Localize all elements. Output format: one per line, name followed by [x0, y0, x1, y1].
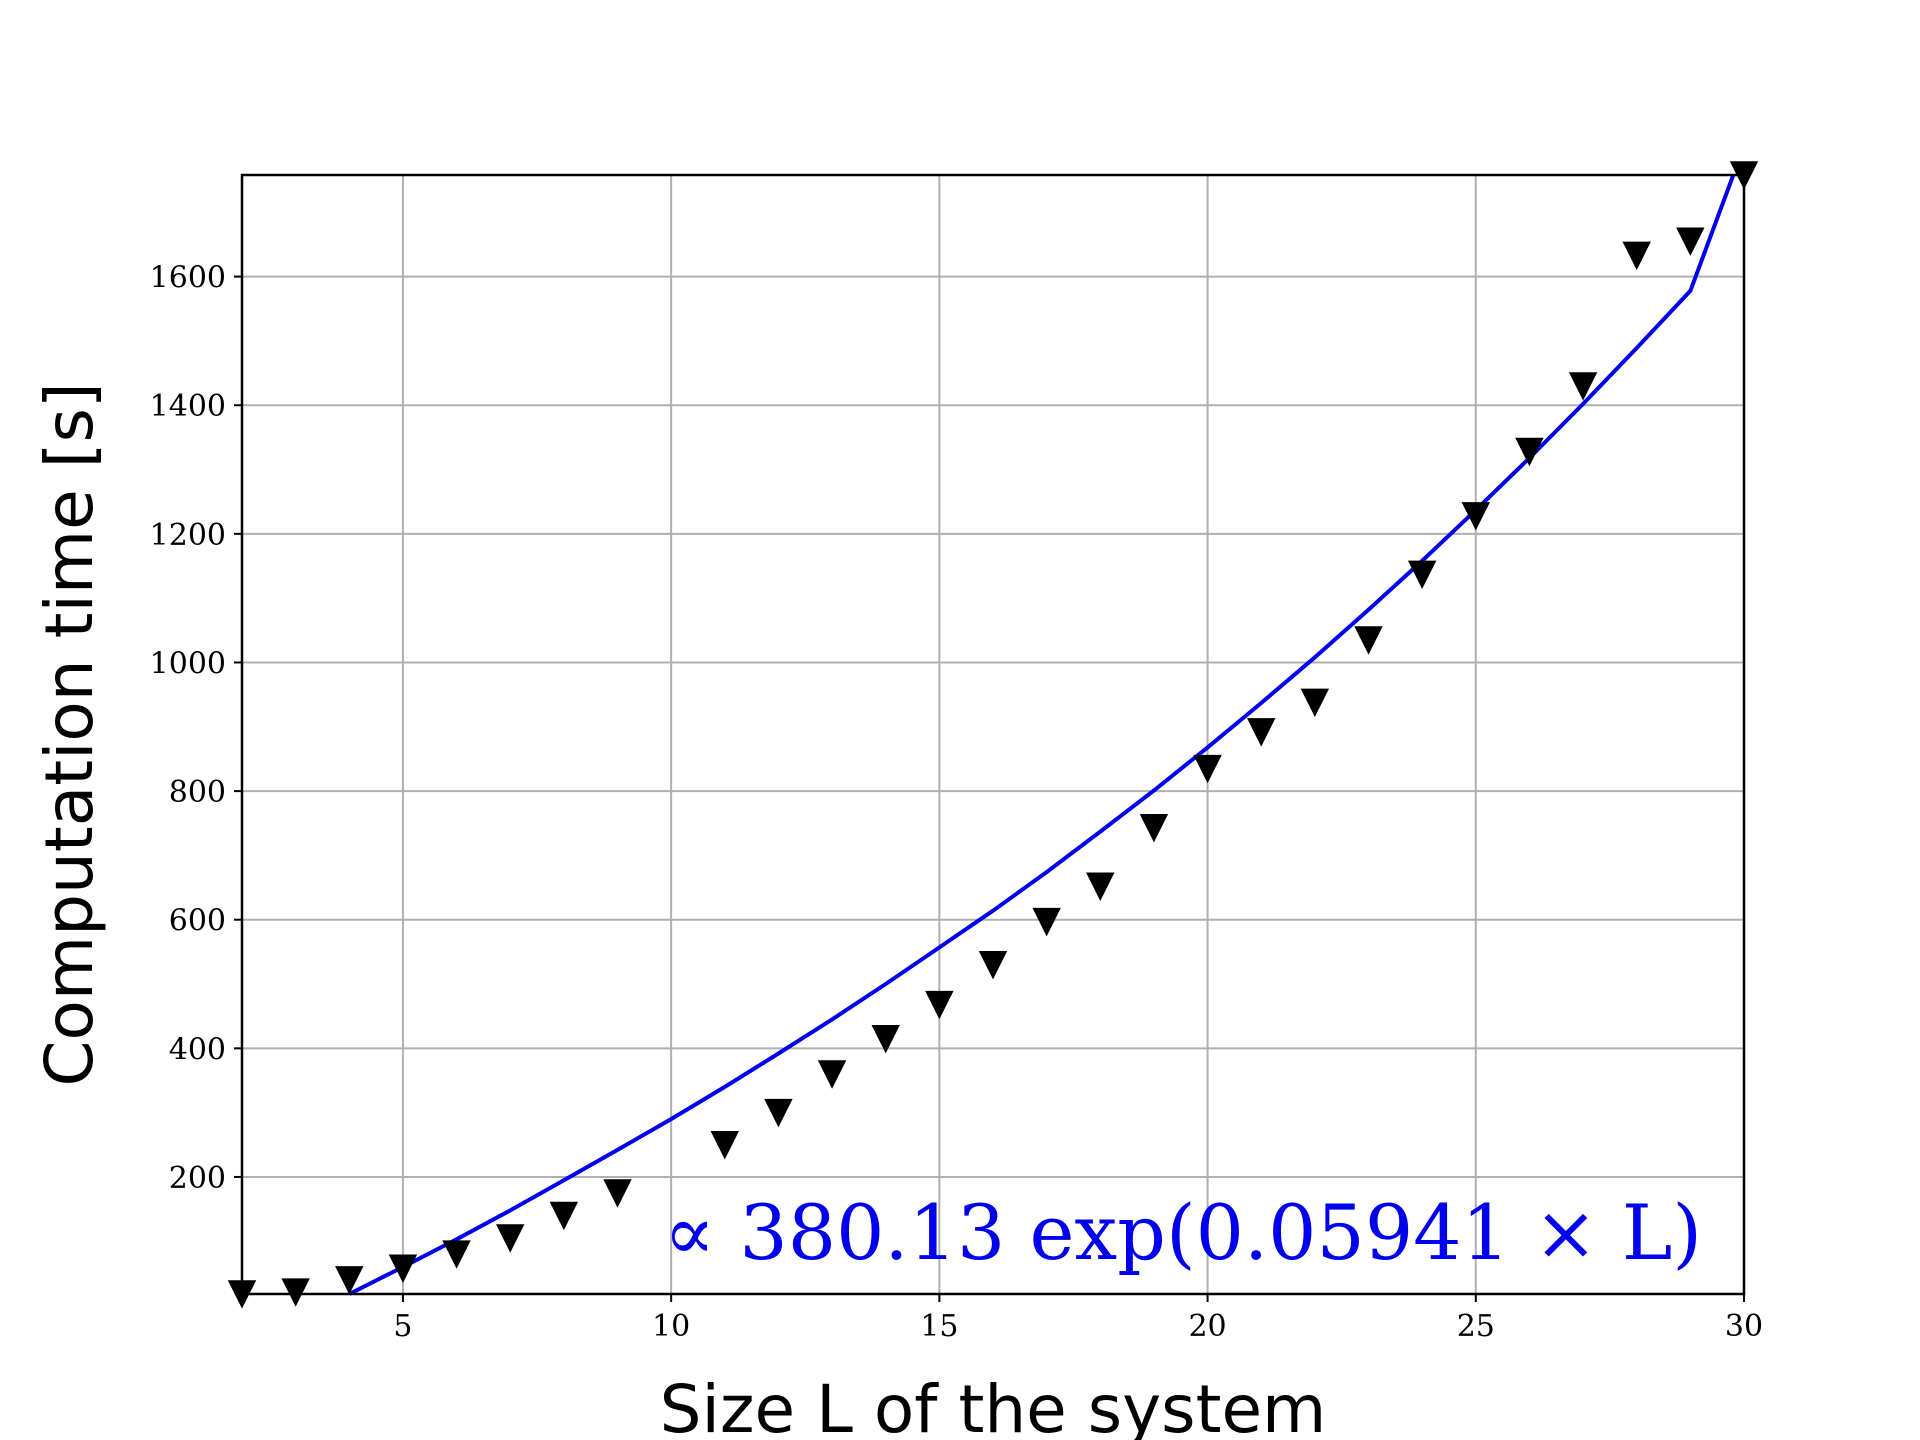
data-point	[817, 1060, 847, 1089]
x-axis-label: Size L of the system	[660, 1371, 1327, 1440]
data-point	[1300, 688, 1330, 718]
data-points	[227, 161, 1759, 1309]
data-point	[978, 950, 1008, 980]
data-point	[710, 1131, 739, 1160]
fit-annotation: ∝ 380.13 exp(0.05941 × L)	[664, 1188, 1702, 1277]
y-tick-label: 600	[169, 904, 226, 939]
x-tick-label: 30	[1725, 1309, 1763, 1344]
data-point	[1193, 754, 1222, 784]
x-tick-label: 15	[920, 1309, 958, 1344]
data-point	[1247, 718, 1276, 747]
y-tick-label: 1000	[150, 646, 226, 681]
ticks: 5 10 15 20 25 30 200 400 600 800 1000 1200 1400 1600	[150, 261, 1763, 1344]
data-point	[1407, 560, 1437, 590]
data-point	[603, 1179, 632, 1208]
y-tick-label: 1600	[150, 261, 226, 296]
x-tick-label: 25	[1457, 1309, 1495, 1344]
data-point	[549, 1201, 579, 1231]
data-point	[281, 1278, 310, 1307]
data-point	[1568, 372, 1598, 401]
y-tick-label: 800	[169, 775, 226, 810]
y-axis-label: Computation time [s]	[31, 382, 108, 1086]
data-point	[388, 1254, 418, 1283]
data-point	[1032, 907, 1061, 937]
data-point	[1461, 502, 1490, 531]
data-point	[1139, 814, 1169, 843]
plot-frame	[240, 173, 1746, 1296]
data-point	[1622, 241, 1651, 271]
grid	[242, 175, 1745, 1294]
y-tick-label: 1400	[150, 389, 226, 424]
y-tick-label: 1200	[150, 518, 226, 553]
data-point	[1676, 227, 1705, 256]
data-point	[1354, 626, 1383, 655]
x-tick-label: 20	[1188, 1309, 1226, 1344]
fit-curve	[348, 174, 1736, 1296]
data-point	[764, 1098, 793, 1128]
data-point	[925, 990, 954, 1020]
data-point	[442, 1240, 471, 1269]
data-point	[1515, 437, 1544, 467]
y-tick-label: 400	[169, 1032, 226, 1067]
x-tick-label: 5	[393, 1309, 412, 1344]
fit-curve-group	[348, 174, 1736, 1296]
data-point	[1086, 872, 1115, 901]
y-tick-label: 200	[169, 1161, 226, 1196]
x-tick-label: 10	[652, 1309, 690, 1344]
data-point	[335, 1266, 364, 1295]
data-point	[871, 1024, 900, 1054]
data-point	[496, 1224, 525, 1253]
